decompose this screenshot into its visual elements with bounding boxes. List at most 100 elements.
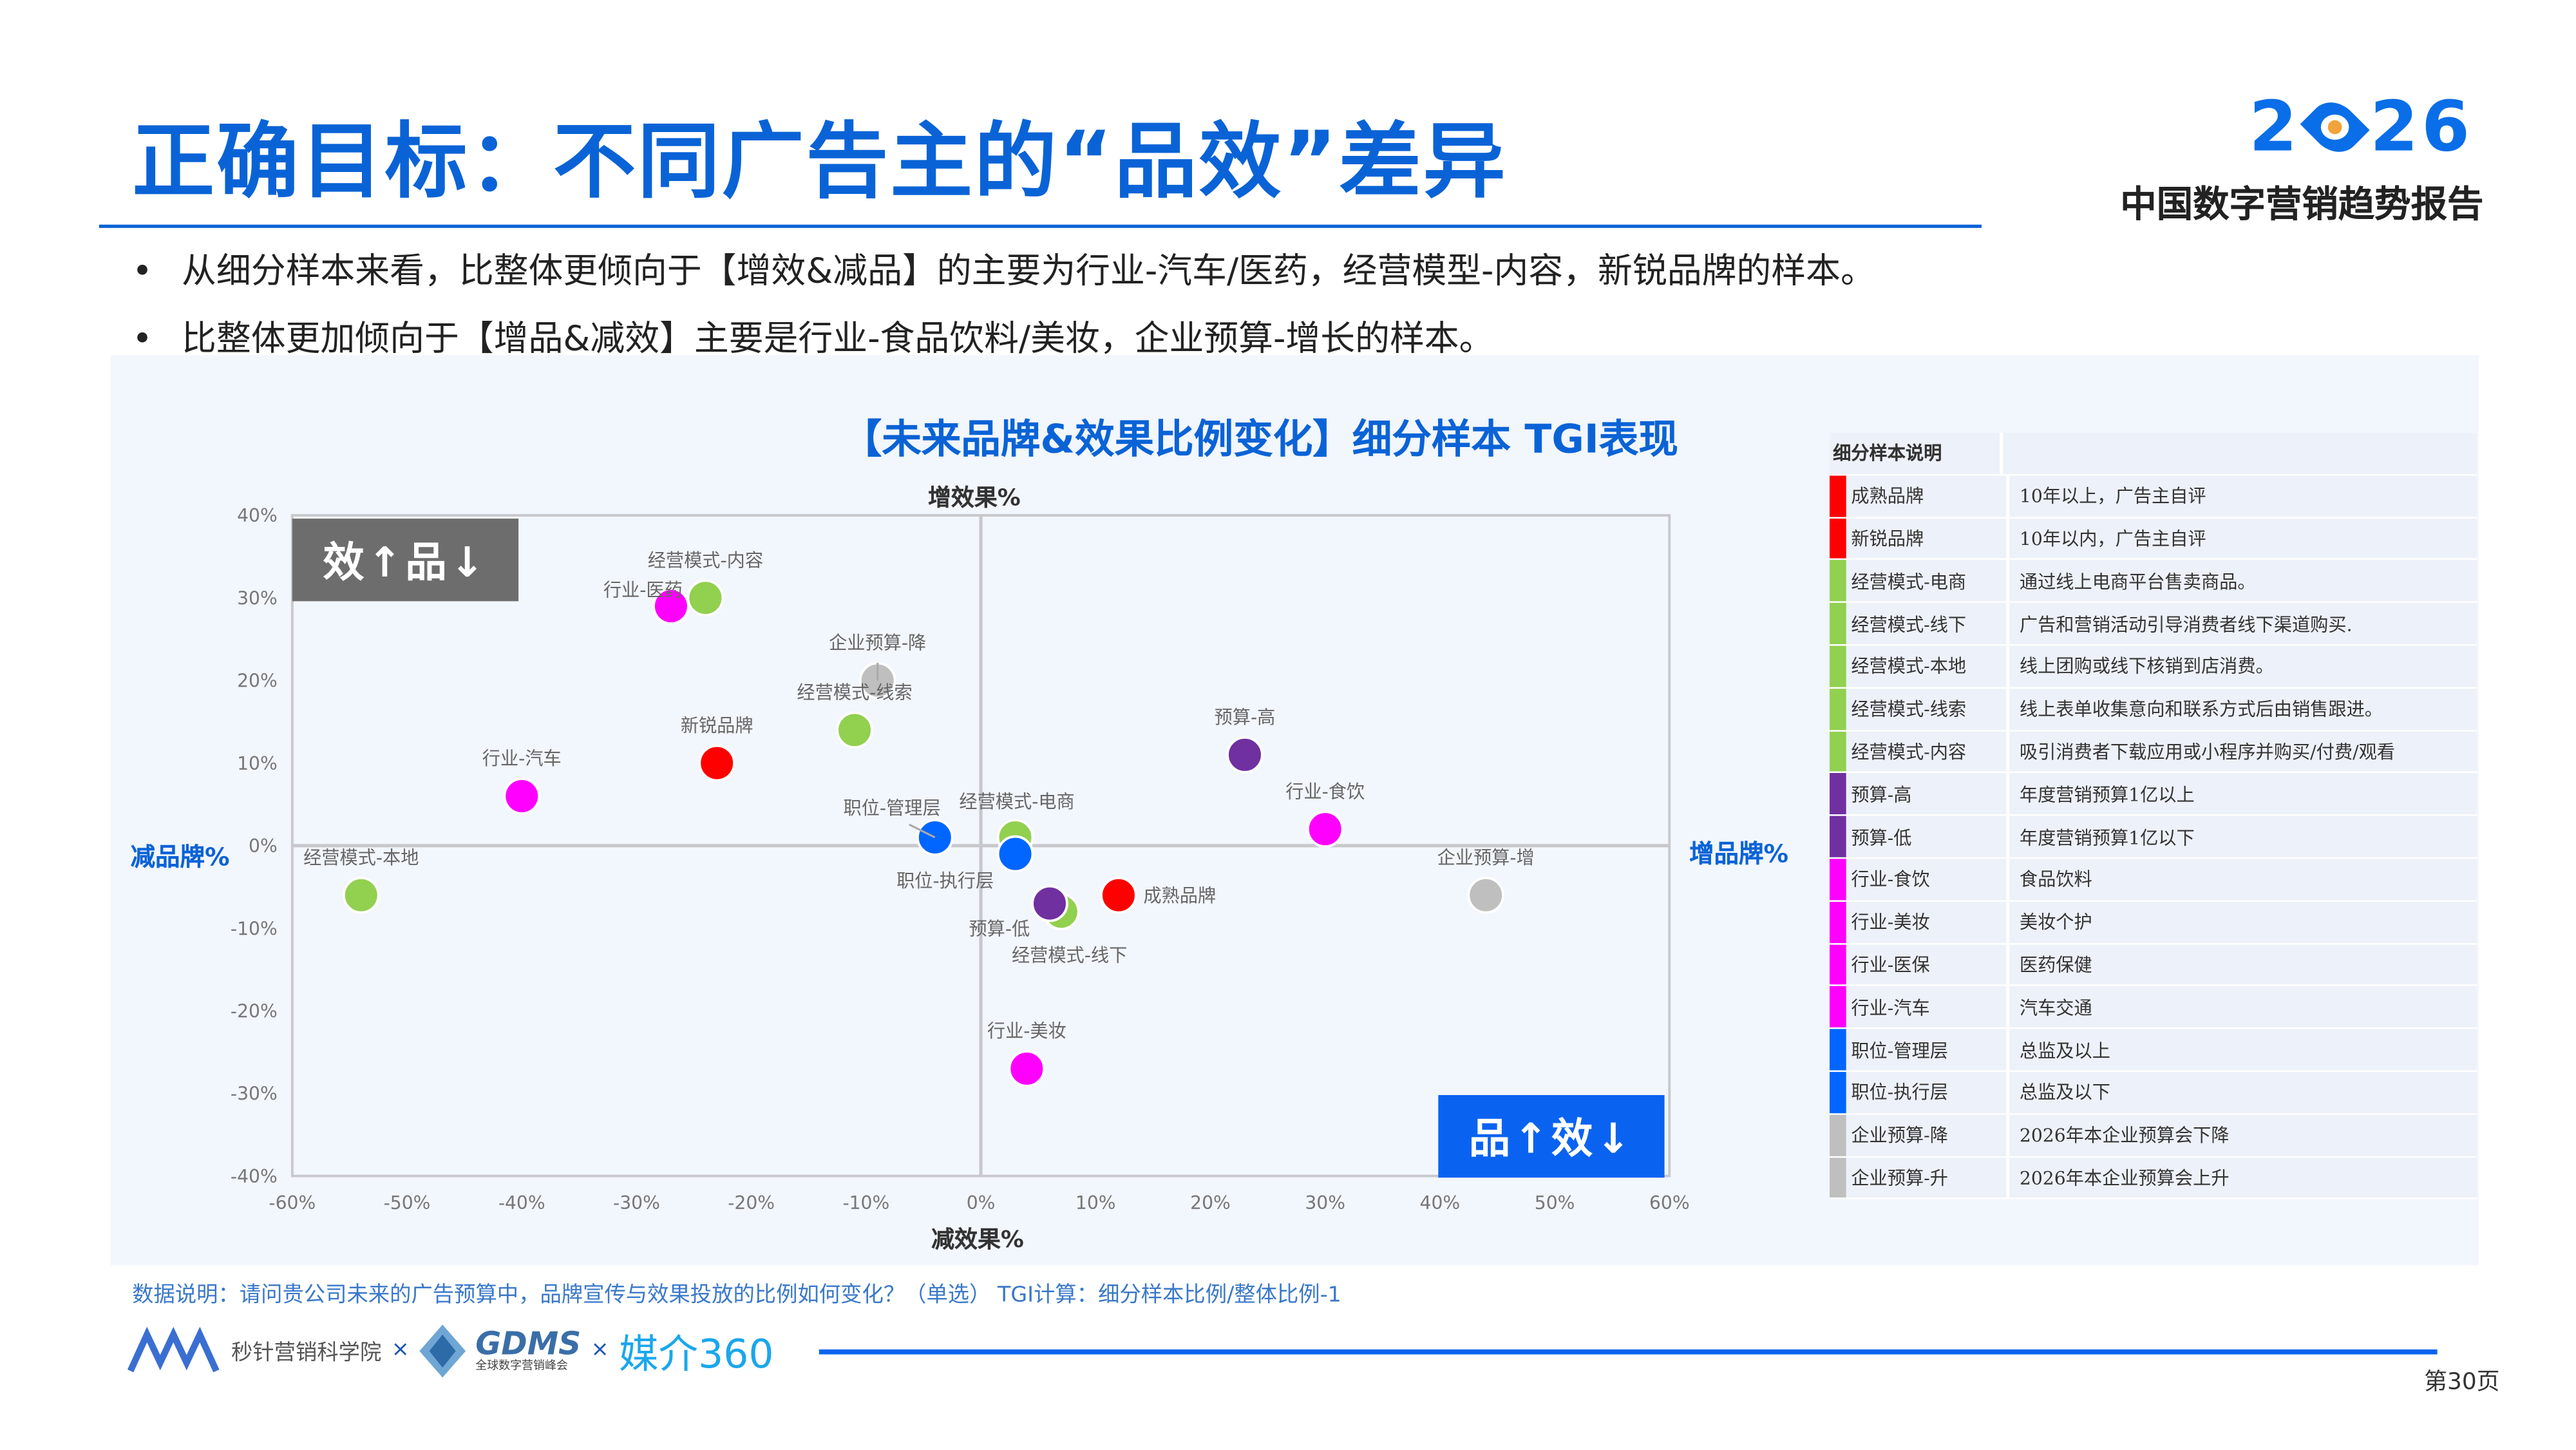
data-note: 数据说明：请问贵公司未来的广告预算中，品牌宣传与效果投放的比例如何变化？（单选）… [132, 1283, 1341, 1308]
y-tick-label: -30% [231, 1083, 278, 1105]
x-tick-label: -60% [269, 1192, 316, 1214]
data-point-label: 经营模式-内容 [648, 549, 763, 571]
partner-gdms: GDMS 全球数字营销峰会 [475, 1325, 582, 1372]
legend-name: 企业预算-降 [1846, 1114, 2010, 1156]
legend-row: 经营模式-线下 广告和营销活动引导消费者线下渠道购买. [1830, 603, 2477, 646]
x-tick-label: 60% [1649, 1192, 1690, 1214]
x-tick-label: -10% [842, 1192, 889, 1214]
legend-name: 行业-汽车 [1846, 986, 2010, 1028]
legend-swatch [1830, 560, 1846, 602]
legend-desc: 线上团购或线下核销到店消费。 [2019, 656, 2274, 678]
data-point-label: 行业-医药 [603, 580, 683, 601]
legend-name: 预算-低 [1846, 816, 2010, 857]
legend-desc: 总监及以下 [2019, 1082, 2110, 1104]
legend-header: 细分样本说明 [1830, 432, 2477, 475]
miaozhen-logo-icon [127, 1326, 220, 1372]
quadrant-label-efficiency-up: 效↑品↓ [292, 519, 519, 602]
legend-desc: 2026年本企业预算会上升 [2019, 1167, 2230, 1189]
legend-swatch [1830, 859, 1846, 900]
x-tick-label: -50% [384, 1192, 431, 1214]
legend-desc: 线上表单收集意向和联系方式后由销售跟进。 [2019, 699, 2383, 721]
x-tick-label: 0% [967, 1192, 996, 1214]
y-tick-label: -20% [231, 1000, 278, 1022]
legend-desc: 汽车交通 [2019, 997, 2092, 1019]
legend-name: 行业-美妆 [1846, 901, 2010, 942]
data-point [1226, 736, 1264, 774]
data-point [698, 744, 736, 782]
legend-row: 成熟品牌 10年以上，广告主自评 [1830, 475, 2477, 519]
legend-swatch [1830, 688, 1846, 730]
legend-desc: 通过线上电商平台售卖商品。 [2019, 571, 2256, 593]
legend-desc: 食品饮料 [2019, 869, 2092, 891]
partner-logos: 秒针营销科学院 × GDMS 全球数字营销峰会 × 媒介360 [126, 1321, 774, 1379]
partner-meijie360: 媒介360 [619, 1331, 774, 1378]
data-point [996, 835, 1034, 873]
data-point [1008, 1050, 1046, 1087]
data-point-label: 经营模式-线下 [1012, 944, 1127, 966]
legend-desc: 广告和营销活动引导消费者线下渠道购买. [2019, 613, 2353, 636]
x-tick-label: 30% [1305, 1192, 1345, 1214]
bullet-text: 从细分样本来看，比整体更倾向于【增效&减品】的主要为行业-汽车/医药，经营模型-… [182, 251, 1875, 291]
page-number: 第30页 [2424, 1369, 2500, 1396]
legend-desc: 年度营销预算1亿以上 [2019, 784, 2195, 806]
legend-row: 新锐品牌 10年以内，广告主自评 [1830, 518, 2477, 561]
gdms-name: GDMS [475, 1325, 582, 1362]
legend-swatch [1830, 816, 1846, 857]
separator: × [391, 1337, 410, 1363]
x-tick-label: -20% [728, 1192, 775, 1214]
y-tick-label: 10% [237, 753, 278, 774]
bullet-marker: • [132, 318, 153, 359]
legend-swatch [1830, 986, 1846, 1028]
legend-name: 职位-执行层 [1846, 1071, 2010, 1113]
bullet-item: • 比整体更加倾向于【增品&减效】主要是行业-食品饮料/美妆，企业预算-增长的样本… [132, 312, 1493, 362]
x-tick-label: -40% [498, 1192, 545, 1214]
gdms-sub: 全球数字营销峰会 [475, 1358, 568, 1372]
x-axis-top-label: 增效果% [928, 485, 1021, 512]
legend-name: 企业预算-升 [1846, 1157, 2010, 1198]
data-point-label: 预算-低 [969, 918, 1030, 939]
data-point-label: 企业预算-降 [829, 633, 926, 654]
data-point-label: 新锐品牌 [681, 715, 753, 736]
x-tick-label: -30% [613, 1192, 660, 1214]
data-point [1467, 876, 1505, 914]
data-point [342, 876, 380, 914]
legend-row: 行业-美妆 美妆个护 [1830, 901, 2477, 944]
legend-swatch [1830, 773, 1846, 815]
legend-row: 预算-高 年度营销预算1亿以上 [1830, 773, 2477, 817]
data-point-label: 行业-美妆 [987, 1020, 1066, 1042]
legend-name: 经营模式-电商 [1846, 560, 2010, 602]
data-point [836, 711, 873, 749]
legend-name: 成熟品牌 [1846, 475, 2010, 517]
data-point-label: 预算-高 [1215, 707, 1276, 728]
legend-row: 行业-汽车 汽车交通 [1830, 986, 2477, 1029]
data-point-label: 企业预算-增 [1437, 847, 1535, 868]
legend-row: 经营模式-线索 线上表单收集意向和联系方式后由销售跟进。 [1830, 688, 2477, 731]
data-point-label: 成熟品牌 [1143, 885, 1216, 906]
x-tick-label: 10% [1075, 1192, 1116, 1214]
legend-desc: 美妆个护 [2019, 911, 2092, 934]
legend-name: 行业-食饮 [1846, 859, 2010, 900]
legend-desc: 10年以内，广告主自评 [2019, 528, 2206, 550]
legend-desc: 年度营销预算1亿以下 [2019, 826, 2195, 848]
legend-name: 经营模式-本地 [1846, 645, 2010, 687]
data-point [1100, 876, 1137, 914]
legend-desc: 吸引消费者下载应用或小程序并购买/付费/观看 [2019, 741, 2396, 763]
legend-table: 细分样本说明 成熟品牌 10年以上，广告主自评 新锐品牌 10年以内，广告主自评… [1830, 432, 2477, 1200]
legend-swatch [1830, 944, 1846, 986]
legend-swatch [1830, 1029, 1846, 1071]
data-point [652, 587, 690, 625]
legend-swatch [1830, 1157, 1846, 1198]
legend-name: 新锐品牌 [1846, 518, 2010, 559]
legend-row: 预算-低 年度营销预算1亿以下 [1830, 816, 2477, 859]
bullet-marker: • [132, 251, 153, 291]
legend-swatch [1830, 475, 1846, 517]
legend-header-text: 细分样本说明 [1830, 432, 2003, 474]
data-point [687, 579, 724, 617]
report-logo: 2 26 [2249, 86, 2473, 167]
gdms-logo-icon [419, 1324, 466, 1377]
legend-row: 经营模式-电商 通过线上电商平台售卖商品。 [1830, 560, 2477, 604]
data-point-label: 职位-管理层 [844, 797, 941, 819]
bullet-item: • 从细分样本来看，比整体更倾向于【增效&减品】的主要为行业-汽车/医药，经营模型… [132, 244, 1875, 294]
